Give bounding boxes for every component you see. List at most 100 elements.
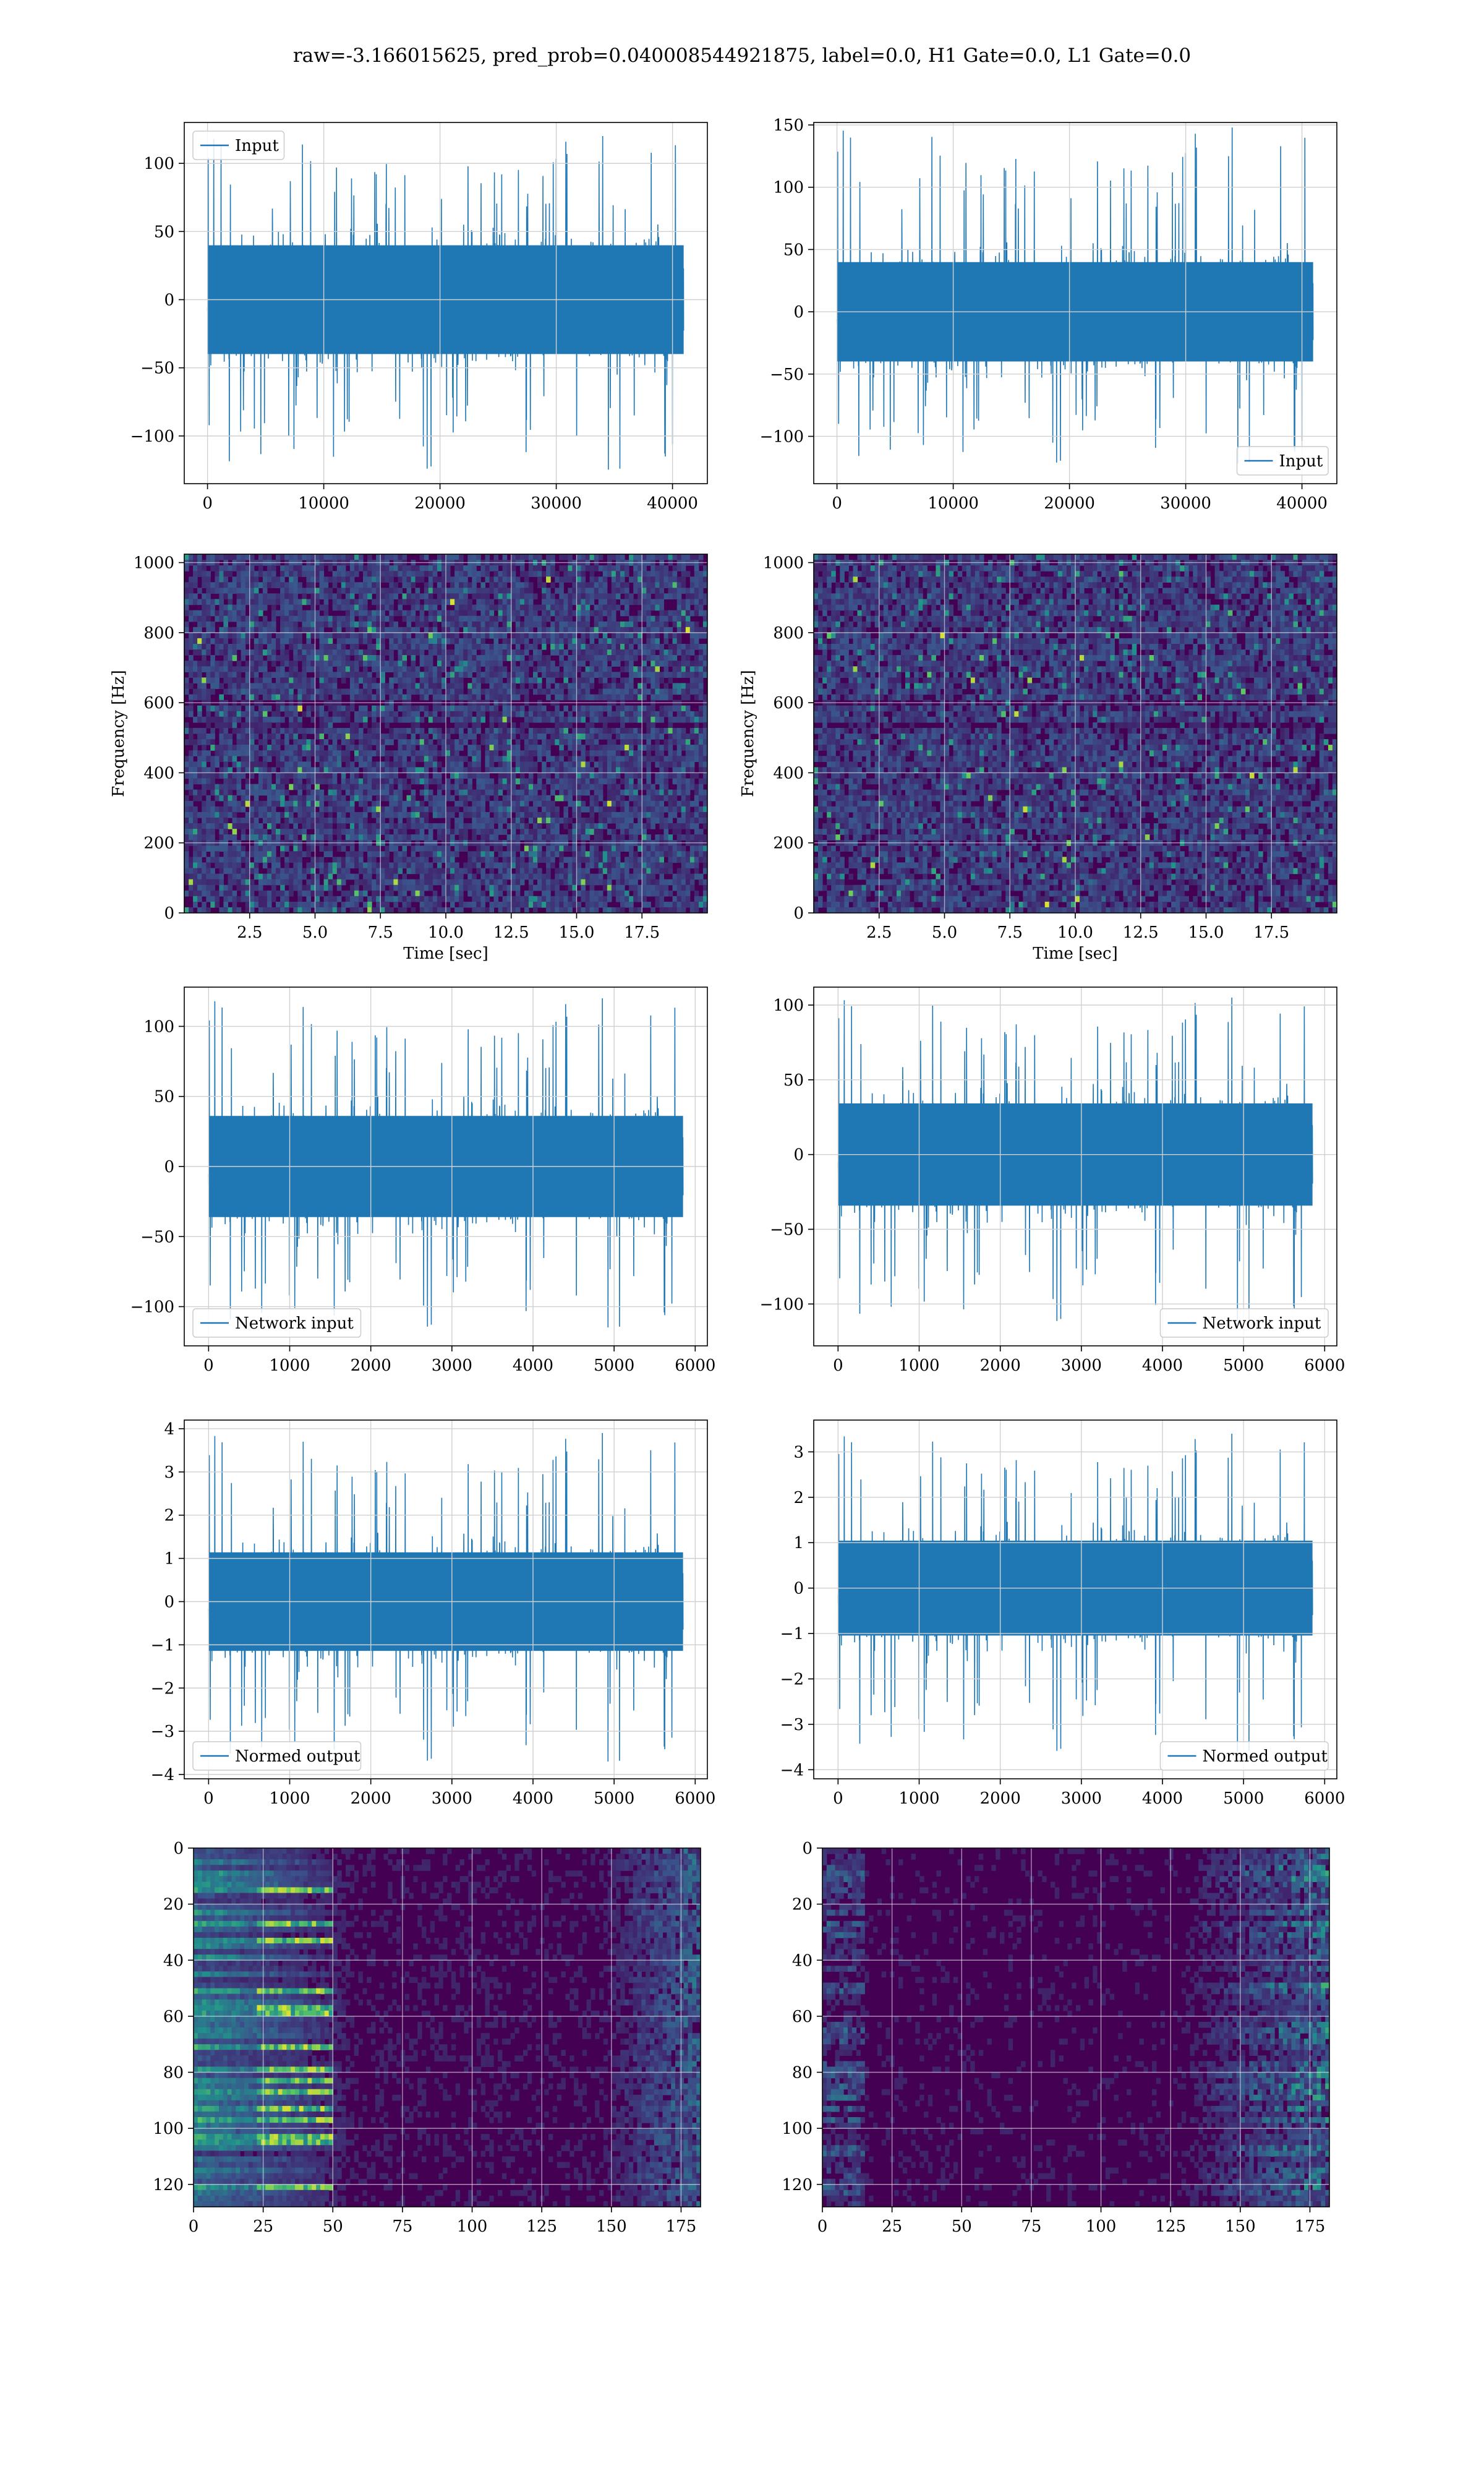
heatmap-cell [663, 767, 669, 774]
heatmap-cell [463, 784, 468, 790]
heatmap-cell [633, 823, 638, 829]
heatmap-cell [506, 615, 512, 622]
heatmap-cell [672, 795, 678, 802]
heatmap-cell [659, 655, 664, 661]
heatmap-cell [598, 705, 603, 712]
heatmap-cell [689, 778, 695, 785]
heatmap-cell [598, 761, 603, 768]
heatmap-cell [493, 554, 499, 560]
heatmap-cell [319, 627, 325, 633]
heatmap-cell [380, 661, 385, 667]
heatmap-cell [232, 649, 237, 656]
heatmap-cell [694, 672, 699, 678]
heatmap-cell [485, 694, 490, 701]
heatmap-cell [485, 745, 490, 751]
heatmap-cell [607, 554, 612, 560]
heatmap-cell [537, 571, 542, 577]
heatmap-cell [663, 683, 669, 690]
heatmap-cell [555, 705, 560, 712]
heatmap-cell [698, 644, 704, 650]
heatmap-cell [625, 705, 629, 712]
heatmap-cell [650, 599, 655, 606]
heatmap-cell [519, 761, 525, 768]
heatmap-cell [694, 829, 699, 835]
heatmap-cell [389, 638, 394, 644]
heatmap-cell [659, 806, 664, 813]
heatmap-cell [241, 711, 246, 717]
heatmap-cell [276, 677, 281, 684]
heatmap-cell [672, 582, 678, 588]
heatmap-cell [202, 834, 207, 841]
heatmap-cell [689, 773, 695, 779]
heatmap-cell [293, 750, 298, 756]
heatmap-cell [480, 638, 485, 644]
heatmap-cell [638, 806, 642, 813]
heatmap-cell [323, 773, 329, 779]
heatmap-cell [533, 761, 538, 768]
heatmap-cell [328, 615, 333, 622]
heatmap-cell [519, 773, 525, 779]
heatmap-cell [698, 739, 704, 745]
heatmap-cell [611, 576, 616, 583]
heatmap-cell [672, 739, 678, 745]
heatmap-cell [459, 778, 464, 785]
heatmap-cell [406, 705, 412, 712]
heatmap-cell [249, 750, 255, 756]
heatmap-cell [650, 565, 655, 571]
heatmap-cell [659, 582, 664, 588]
heatmap-cell [472, 571, 477, 577]
heatmap-cell [702, 672, 707, 678]
heatmap-cell [210, 638, 215, 644]
legend: Input [192, 131, 285, 160]
heatmap-cell [602, 800, 608, 807]
heatmap-cell [406, 745, 412, 751]
heatmap-cell [581, 582, 586, 588]
heatmap-cell [398, 795, 403, 802]
heatmap-cell [245, 571, 250, 577]
heatmap-cell [411, 756, 416, 762]
heatmap-cell [559, 638, 564, 644]
heatmap-cell [685, 705, 691, 712]
heatmap-cell [615, 588, 621, 594]
heatmap-cell [302, 829, 307, 835]
heatmap-cell [472, 756, 477, 762]
heatmap-cell [533, 806, 538, 813]
heatmap-cell [689, 811, 695, 818]
heatmap-cell [189, 761, 194, 768]
heatmap-cell [676, 739, 682, 745]
heatmap-cell [450, 649, 455, 656]
heatmap-cell [625, 739, 629, 745]
heatmap-cell [694, 627, 699, 633]
heatmap-cell [685, 761, 691, 768]
heatmap-cell [302, 683, 307, 690]
heatmap-cell [511, 565, 516, 571]
heatmap-cell [310, 599, 315, 606]
heatmap-cell [349, 727, 355, 734]
heatmap-cell [419, 638, 425, 644]
heatmap-cell [602, 778, 608, 785]
heatmap-cell [629, 773, 634, 779]
heatmap-cell [450, 811, 455, 818]
heatmap-cell [328, 638, 333, 644]
heatmap-cell [184, 817, 189, 824]
heatmap-cell [432, 688, 438, 695]
heatmap-cell [524, 722, 529, 729]
heatmap-cell [372, 761, 377, 768]
heatmap-cell [432, 672, 438, 678]
heatmap-cell [254, 615, 259, 622]
heatmap-cell [524, 621, 529, 628]
heatmap-cell [206, 829, 211, 835]
heatmap-cell [219, 615, 224, 622]
heatmap-cell [315, 734, 320, 740]
heatmap-cell [306, 599, 311, 606]
heatmap-cell [345, 610, 351, 617]
heatmap-cell [655, 761, 660, 768]
heatmap-cell [650, 734, 655, 740]
heatmap-cell [546, 688, 551, 695]
heatmap-cell [676, 767, 682, 774]
heatmap-cell [228, 834, 233, 841]
heatmap-cell [289, 734, 294, 740]
heatmap-cell [594, 745, 599, 751]
heatmap-cell [262, 615, 268, 622]
heatmap-cell [380, 683, 385, 690]
